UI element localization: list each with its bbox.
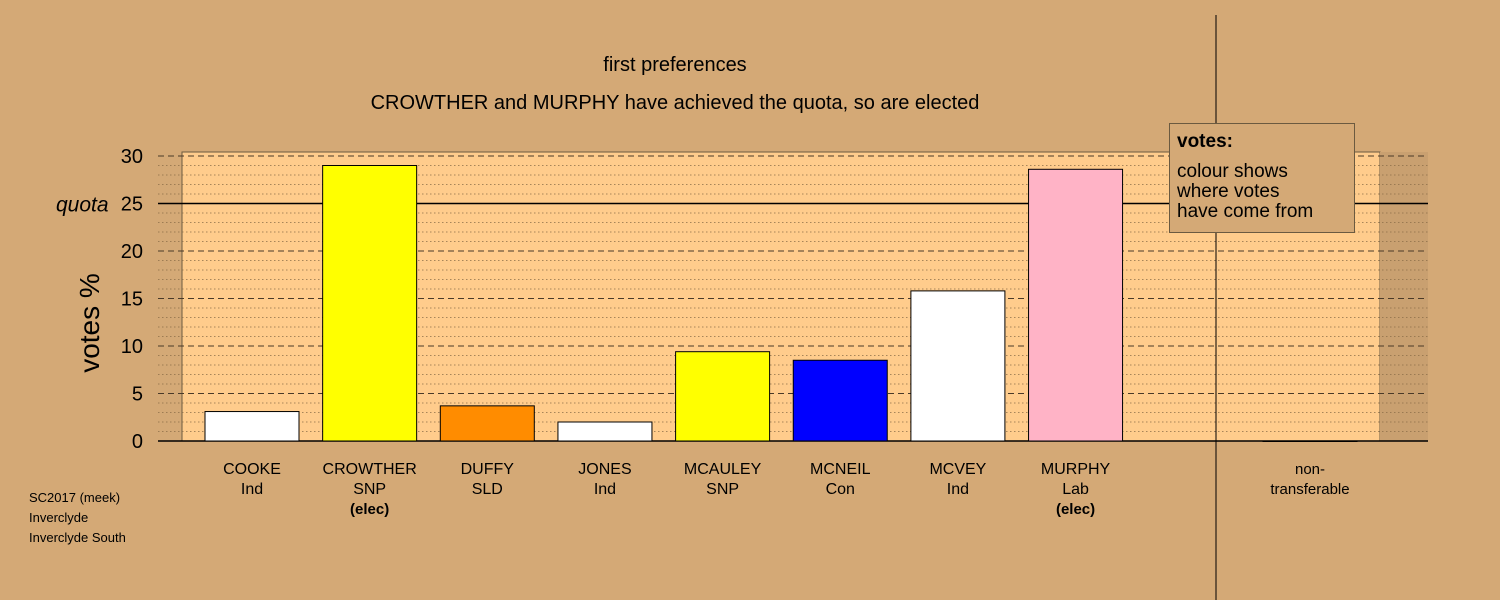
y-tick-label: 5 <box>132 384 143 406</box>
y-tick-label: 25 <box>121 194 143 216</box>
legend-line: where votes <box>1177 181 1280 202</box>
elected-marker: (elec) <box>350 501 390 518</box>
candidate-name: MCVEY <box>929 461 987 478</box>
candidate-party: Ind <box>946 481 970 498</box>
y-tick-label: 30 <box>121 146 143 168</box>
y-tick-label: 15 <box>121 289 143 311</box>
x-tick-label: DUFFY SLD <box>427 460 547 500</box>
y-tick-label: 0 <box>132 431 143 453</box>
candidate-name: MCAULEY <box>683 461 762 478</box>
legend-line: colour shows <box>1177 161 1288 182</box>
x-tick-label: MCNEIL Con <box>780 460 900 500</box>
caption-line: Inverclyde South <box>29 530 126 545</box>
bar-murphy <box>1028 168 1124 442</box>
candidate-name: COOKE <box>223 461 281 478</box>
chart-title: first preferences <box>603 54 746 76</box>
quota-label: quota <box>56 194 109 217</box>
legend: votes: colour shows where votes have com… <box>1169 123 1355 233</box>
candidate-party: Ind <box>593 481 617 498</box>
chart-subtitle: CROWTHER and MURPHY have achieved the qu… <box>371 92 980 114</box>
nontransferable-label: non- transferable <box>1270 461 1350 498</box>
x-tick-label: MURPHY Lab (elec) <box>1016 460 1136 520</box>
candidate-name: MCNEIL <box>810 461 871 478</box>
bar-crowther <box>322 165 418 442</box>
candidate-party: SLD <box>471 481 503 498</box>
caption-line: SC2017 (meek) <box>29 490 121 505</box>
plot-panel-shadow <box>1380 152 1428 441</box>
legend-title: votes: <box>1177 131 1233 152</box>
candidate-name: JONES <box>578 461 632 478</box>
candidate-party: Ind <box>240 481 264 498</box>
bar-mcneil <box>792 359 888 442</box>
bar-duffy <box>439 405 535 442</box>
candidate-name: MURPHY <box>1040 461 1111 478</box>
y-tick-label: 20 <box>121 241 143 263</box>
candidate-name: CROWTHER <box>322 461 417 478</box>
y-axis-label: votes % <box>74 273 105 373</box>
x-tick-label: COOKE Ind <box>192 460 312 500</box>
candidate-party: SNP <box>706 481 740 498</box>
candidate-party: Con <box>825 481 855 498</box>
bar-cooke <box>204 411 300 442</box>
caption-line: Inverclyde <box>29 510 89 525</box>
legend-line: have come from <box>1177 201 1314 222</box>
x-tick-label: JONES Ind <box>545 460 665 500</box>
bar-mcauley <box>675 351 771 442</box>
elected-marker: (elec) <box>1055 501 1096 518</box>
x-tick-label: MCVEY Ind <box>898 460 1018 500</box>
caption: SC2017 (meek) Inverclyde Inverclyde Sout… <box>29 488 126 548</box>
candidate-party: SNP <box>353 481 387 498</box>
bar-jones <box>557 421 653 442</box>
x-tick-label: MCAULEY SNP <box>663 460 783 500</box>
bar-nontransferable <box>1262 440 1358 442</box>
x-tick-label: CROWTHER SNP (elec) <box>310 460 430 520</box>
y-tick-label: 10 <box>121 336 143 358</box>
candidate-party: Lab <box>1062 481 1089 498</box>
candidate-name: DUFFY <box>460 461 514 478</box>
bar-mcvey <box>910 290 1006 442</box>
